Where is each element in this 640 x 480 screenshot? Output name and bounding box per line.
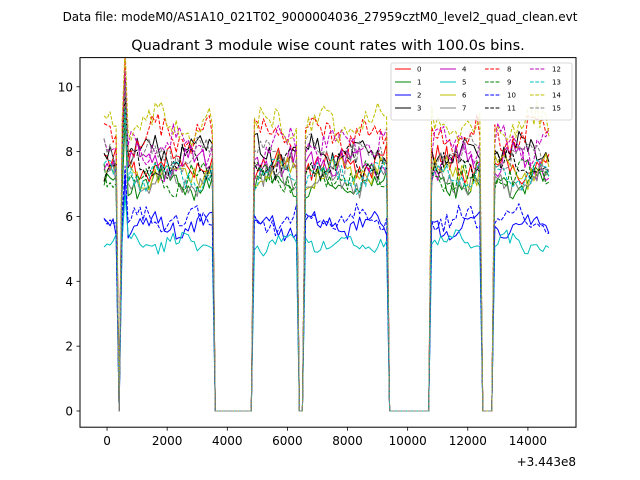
chart-title: Quadrant 3 module wise count rates with … [131,38,525,54]
legend-label-9: 9 [507,79,511,87]
legend-label-13: 13 [552,79,561,87]
series-line-4 [103,90,550,412]
legend-label-7: 7 [462,105,466,113]
series-line-5 [103,194,550,412]
series-line-8 [103,57,550,412]
legend-label-10: 10 [507,92,516,100]
x-tick-label: 14000 [509,434,547,448]
y-tick-label: 6 [65,210,73,224]
series-line-12 [103,70,550,412]
y-tick-label: 2 [65,340,73,354]
y-tick-label: 0 [65,404,73,418]
x-tick-label: 10000 [389,434,427,448]
y-tick-label: 4 [65,275,73,289]
series-line-9 [103,111,550,412]
legend-label-5: 5 [462,79,466,87]
y-tick-label: 10 [58,80,73,94]
x-tick-label: 6000 [272,434,303,448]
y-tick-label: 8 [65,145,73,159]
plot-frame [79,57,577,428]
legend-label-6: 6 [462,92,467,100]
x-tick-label: 4000 [212,434,243,448]
legend-label-11: 11 [507,105,516,113]
legend-label-14: 14 [552,92,561,100]
legend-label-15: 15 [552,105,561,113]
series-line-15 [103,82,549,412]
series-line-2 [103,173,550,412]
legend-label-2: 2 [417,92,421,100]
x-offset-label: +3.443e8 [517,455,576,469]
legend-label-12: 12 [552,66,561,74]
x-tick-label: 12000 [449,434,487,448]
series-line-10 [103,165,550,412]
legend-box [390,62,573,121]
x-tick-label: 0 [103,434,111,448]
legend-label-0: 0 [417,66,421,74]
series-layer [103,57,550,412]
legend-label-8: 8 [507,66,511,74]
axis-layer: 0 2000 4000 6000 8000 10000 12000 14000 0 2 4 6 8 10 [58,80,547,448]
legend-label-3: 3 [417,105,421,113]
legend-label-1: 1 [417,79,421,87]
x-tick-label: 8000 [332,434,363,448]
legend-label-4: 4 [462,66,467,74]
chart-supertitle: Data file: modeM0/AS1A10_021T02_90000040… [63,10,578,24]
x-tick-label: 2000 [152,434,183,448]
series-line-14 [103,57,550,412]
series-line-13 [103,107,550,412]
